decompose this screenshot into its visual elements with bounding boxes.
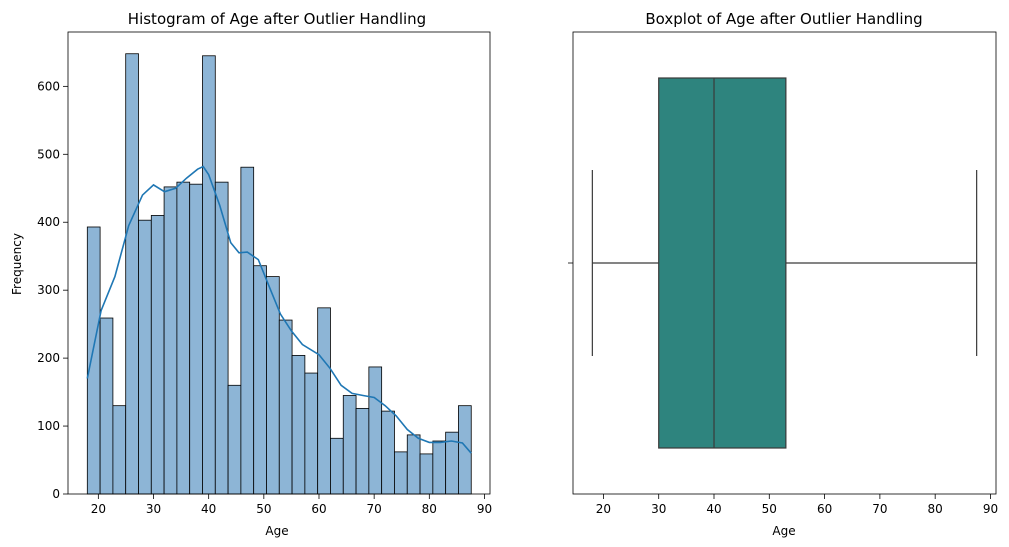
boxplot-elements [591, 77, 978, 449]
y-tick-label: 100 [37, 419, 60, 433]
x-tick-label: 30 [651, 502, 666, 516]
histogram-bar [266, 276, 280, 495]
x-tick-label: 20 [596, 502, 611, 516]
x-tick-label: 60 [311, 502, 326, 516]
histogram-bar [240, 166, 255, 495]
x-tick-label: 50 [762, 502, 777, 516]
x-tick-label: 90 [477, 502, 492, 516]
y-tick-label: 500 [37, 147, 60, 161]
kde-line [86, 165, 472, 454]
boxplot-title: Boxplot of Age after Outlier Handling [645, 10, 922, 28]
x-tick-label: 80 [928, 502, 943, 516]
histogram-bar [304, 372, 319, 495]
histogram-bar [342, 395, 357, 495]
histogram-bar [202, 55, 216, 495]
histogram-bar [381, 410, 395, 495]
histogram-y-ticks: 0 100 200 300 400 500 600 [37, 79, 68, 501]
y-tick-label: 200 [37, 351, 60, 365]
x-tick-label: 50 [256, 502, 271, 516]
x-tick-label: 80 [422, 502, 437, 516]
histogram-bar [291, 354, 306, 495]
histogram-bar [227, 384, 242, 495]
histogram-bar [112, 405, 127, 495]
x-tick-label: 20 [91, 502, 106, 516]
histogram-x-ticks: 20 30 40 50 60 70 80 90 [91, 494, 492, 516]
histogram-bar [368, 366, 383, 495]
boxplot-x-ticks: 20 30 40 50 60 70 80 90 [596, 494, 998, 516]
boxplot-x-label: Age [772, 524, 795, 538]
histogram-bar [394, 451, 408, 495]
x-tick-label: 40 [706, 502, 721, 516]
x-tick-label: 40 [201, 502, 216, 516]
histogram-bar [86, 226, 101, 495]
histogram-chart: Histogram of Age after Outlier Handling … [10, 10, 492, 538]
iqr-box [658, 77, 787, 449]
histogram-bar [176, 181, 191, 495]
x-tick-label: 60 [817, 502, 832, 516]
histogram-bar [355, 407, 370, 495]
y-tick-label: 400 [37, 215, 60, 229]
histogram-bar [317, 307, 331, 495]
histogram-bar [189, 183, 203, 495]
y-tick-label: 300 [37, 283, 60, 297]
x-tick-label: 30 [146, 502, 161, 516]
boxplot-chart: Boxplot of Age after Outlier Handling 20… [568, 10, 998, 538]
x-tick-label: 90 [983, 502, 998, 516]
histogram-bar [432, 440, 447, 495]
histogram-title: Histogram of Age after Outlier Handling [128, 10, 426, 28]
histogram-bar [138, 219, 152, 495]
histogram-bar [150, 215, 165, 495]
histogram-bar [99, 317, 114, 495]
x-tick-label: 70 [872, 502, 887, 516]
histogram-x-label: Age [265, 524, 288, 538]
histogram-bar [419, 453, 434, 495]
histogram-bar [125, 53, 139, 495]
histogram-bar [330, 437, 344, 495]
histogram-bars [86, 53, 472, 495]
histogram-bar [253, 265, 267, 495]
x-tick-label: 70 [367, 502, 382, 516]
histogram-bar [278, 319, 293, 495]
histogram-y-label: Frequency [10, 233, 24, 295]
y-tick-label: 600 [37, 79, 60, 93]
y-tick-label: 0 [52, 487, 60, 501]
histogram-bar [163, 186, 178, 495]
histogram-frame [67, 31, 491, 495]
histogram-bar [406, 434, 421, 495]
